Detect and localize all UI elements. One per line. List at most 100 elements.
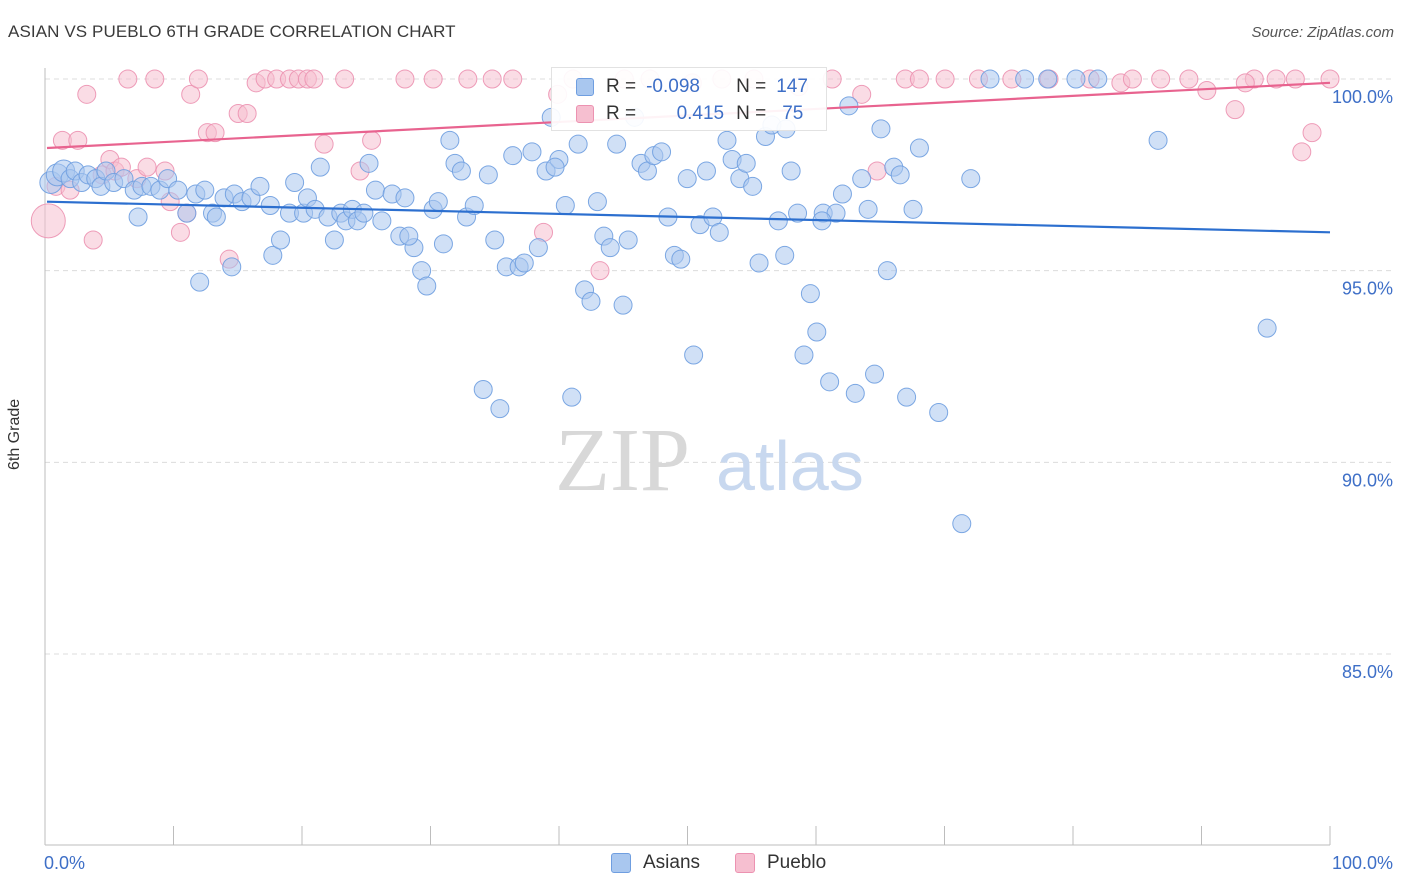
- point-pueblo: [314, 134, 334, 154]
- point-pueblo: [77, 84, 97, 104]
- point-asians: [929, 403, 949, 422]
- point-pueblo: [458, 69, 478, 89]
- y-tick-label: 95.0%: [1342, 279, 1393, 299]
- watermark-zip: ZIP: [555, 411, 690, 510]
- point-asians: [600, 238, 620, 258]
- y-tick-label: 90.0%: [1342, 470, 1393, 490]
- point-asians: [684, 345, 704, 365]
- point-pueblo: [304, 69, 324, 89]
- point-asians: [909, 138, 929, 158]
- point-asians: [473, 380, 493, 399]
- chart-title: ASIAN VS PUEBLO 6TH GRADE CORRELATION CH…: [8, 22, 456, 41]
- bottom-legend-swatch-asians: [611, 853, 631, 873]
- legend-n-value: 75: [782, 103, 804, 124]
- point-asians: [587, 192, 607, 212]
- point-asians: [865, 364, 885, 384]
- point-pueblo: [362, 130, 382, 150]
- point-asians: [820, 372, 840, 392]
- legend-swatch-pueblo: [576, 105, 594, 123]
- point-asians: [581, 291, 601, 311]
- point-pueblo: [1292, 142, 1312, 162]
- point-asians: [1148, 130, 1168, 150]
- watermark-atlas: atlas: [716, 427, 864, 505]
- point-asians: [372, 211, 392, 231]
- legend-swatch-asians: [576, 78, 594, 96]
- point-asians: [310, 157, 330, 177]
- point-pueblo: [852, 84, 872, 104]
- point-pueblo: [68, 130, 88, 150]
- point-asians: [271, 230, 291, 250]
- point-asians: [1038, 69, 1058, 89]
- legend-n-value: 147: [776, 76, 808, 97]
- point-asians: [128, 207, 148, 227]
- point-asians: [440, 130, 460, 150]
- point-asians: [451, 161, 471, 181]
- point-asians: [897, 387, 917, 407]
- point-asians: [177, 203, 197, 223]
- trend-line-asians: [46, 200, 1331, 234]
- point-asians: [395, 188, 415, 208]
- point-pueblo: [335, 69, 355, 89]
- point-asians: [677, 169, 697, 189]
- point-asians: [768, 211, 788, 231]
- point-asians: [478, 165, 498, 185]
- point-asians: [788, 203, 808, 223]
- legend-n-label: N =: [736, 76, 767, 97]
- point-pueblo: [1122, 69, 1142, 89]
- point-asians: [961, 169, 981, 189]
- point-asians: [1015, 69, 1035, 89]
- point-asians: [503, 146, 523, 166]
- point-pueblo: [1151, 69, 1171, 89]
- legend-r-label: R =: [606, 103, 637, 124]
- point-pueblo: [1235, 73, 1255, 93]
- point-asians: [562, 387, 582, 407]
- point-asians: [845, 383, 865, 403]
- point-asians: [417, 276, 437, 296]
- point-asians: [852, 169, 872, 189]
- point-asians: [743, 176, 763, 196]
- point-pueblo: [205, 123, 225, 143]
- point-pueblo: [118, 69, 138, 89]
- bottom-legend-label-pueblo: Pueblo: [767, 852, 827, 873]
- point-asians: [952, 514, 972, 534]
- point-asians: [365, 180, 385, 200]
- point-asians: [359, 153, 379, 173]
- point-asians: [485, 230, 505, 250]
- point-asians: [428, 192, 448, 212]
- point-asians: [206, 207, 226, 227]
- stats-legend: R = -0.098 N = 147 R = 0.415 N = 75: [551, 67, 827, 131]
- y-axis-label: 6th Grade: [6, 398, 23, 470]
- point-asians: [168, 180, 188, 200]
- point-asians: [260, 196, 280, 215]
- point-asians: [285, 173, 305, 192]
- point-asians: [696, 161, 716, 181]
- bottom-legend-label-asians: Asians: [643, 852, 701, 873]
- point-pueblo: [1302, 123, 1322, 143]
- point-asians: [717, 130, 737, 150]
- point-asians: [839, 96, 859, 116]
- source-label: Source: ZipAtlas.com: [1251, 24, 1394, 41]
- points-layer: [30, 69, 1340, 534]
- grid-layer: [45, 78, 1395, 655]
- legend-n-label: N =: [736, 103, 767, 124]
- point-pueblo: [188, 69, 208, 89]
- point-pueblo: [181, 84, 201, 104]
- point-asians: [514, 253, 534, 273]
- point-asians: [871, 119, 891, 139]
- point-asians: [613, 295, 633, 315]
- tick-label-layer: 85.0% 90.0% 95.0% 100.0% 0.0% 100.0%: [44, 87, 1393, 873]
- point-asians: [781, 161, 801, 181]
- point-asians: [195, 180, 215, 200]
- point-pueblo: [83, 230, 103, 250]
- point-pueblo: [1179, 69, 1199, 89]
- point-pueblo: [1266, 69, 1286, 89]
- point-asians: [464, 196, 484, 215]
- point-pueblo: [1320, 69, 1340, 89]
- point-asians: [1088, 69, 1108, 89]
- point-pueblo: [590, 261, 610, 281]
- point-asians: [800, 284, 820, 304]
- y-tick-label: 100.0%: [1332, 87, 1393, 107]
- legend-r-value: 0.415: [676, 103, 725, 124]
- legend-r-label: R =: [606, 76, 637, 97]
- point-asians: [568, 134, 588, 154]
